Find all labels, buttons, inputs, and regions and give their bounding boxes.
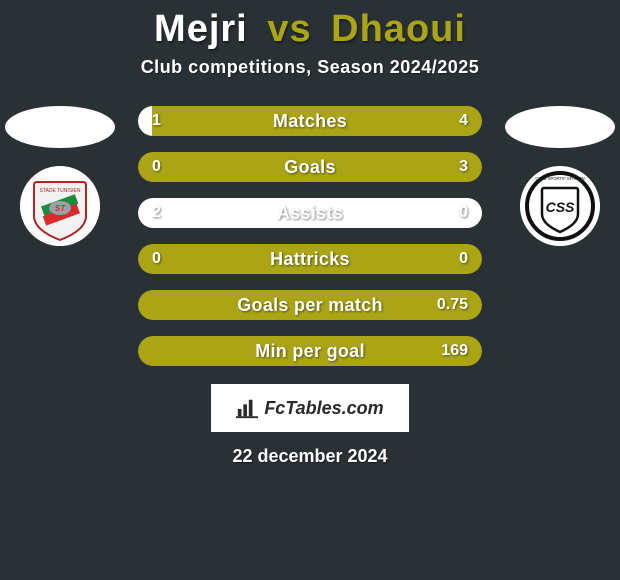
stat-row: Goals0 3 <box>138 152 482 182</box>
stat-label: Goals per match <box>138 290 482 320</box>
stat-value-right: 0 <box>459 244 468 274</box>
stat-value-left: 0 <box>152 152 161 182</box>
stat-value-left: 1 <box>152 106 161 136</box>
stat-value-right: 0.75 <box>437 290 468 320</box>
player-column-left: ST STADE TUNISIEN <box>0 106 120 246</box>
stat-label: Min per goal <box>138 336 482 366</box>
subtitle: Club competitions, Season 2024/2025 <box>0 57 620 78</box>
stat-row: Hattricks0 0 <box>138 244 482 274</box>
header: Mejri vs Dhaoui Club competitions, Seaso… <box>0 0 620 78</box>
stat-value-right: 169 <box>441 336 468 366</box>
club-badge-left: ST STADE TUNISIEN <box>20 166 100 246</box>
title-player1: Mejri <box>154 8 248 50</box>
stat-label: Goals <box>138 152 482 182</box>
comparison-panel: ST STADE TUNISIEN CSS CLUB SPORTIF SFAXI… <box>0 106 620 376</box>
player-photo-placeholder-right <box>505 106 615 148</box>
player-column-right: CSS CLUB SPORTIF SFAXIEN <box>500 106 620 246</box>
stat-value-right: 3 <box>459 152 468 182</box>
stat-value-left: 2 <box>152 198 161 228</box>
svg-text:CLUB SPORTIF SFAXIEN: CLUB SPORTIF SFAXIEN <box>535 176 584 181</box>
svg-text:CSS: CSS <box>546 199 575 215</box>
stat-label: Assists <box>138 198 482 228</box>
stat-bars: Matches14Goals03Assists20Hattricks00Goal… <box>138 106 482 382</box>
title-vs: vs <box>267 8 311 50</box>
stat-row: Assists2 0 <box>138 198 482 228</box>
club-badge-right-icon: CSS CLUB SPORTIF SFAXIEN <box>520 166 600 246</box>
stat-value-right: 0 <box>459 198 468 228</box>
svg-text:STADE TUNISIEN: STADE TUNISIEN <box>40 188 81 194</box>
stat-value-right: 4 <box>459 106 468 136</box>
svg-text:ST: ST <box>55 204 66 213</box>
stat-row: Goals per match0.75 <box>138 290 482 320</box>
stat-label: Matches <box>138 106 482 136</box>
club-badge-right: CSS CLUB SPORTIF SFAXIEN <box>520 166 600 246</box>
watermark: FcTables.com <box>211 384 409 432</box>
bar-chart-icon <box>236 397 258 419</box>
stat-value-left: 0 <box>152 244 161 274</box>
page-title: Mejri vs Dhaoui <box>0 8 620 51</box>
stat-row: Min per goal169 <box>138 336 482 366</box>
club-badge-left-icon: ST STADE TUNISIEN <box>20 166 100 246</box>
stat-label: Hattricks <box>138 244 482 274</box>
stat-row: Matches1 4 <box>138 106 482 136</box>
watermark-text: FcTables.com <box>264 398 383 419</box>
title-player2: Dhaoui <box>331 8 466 50</box>
date-label: 22 december 2024 <box>0 446 620 467</box>
player-photo-placeholder-left <box>5 106 115 148</box>
